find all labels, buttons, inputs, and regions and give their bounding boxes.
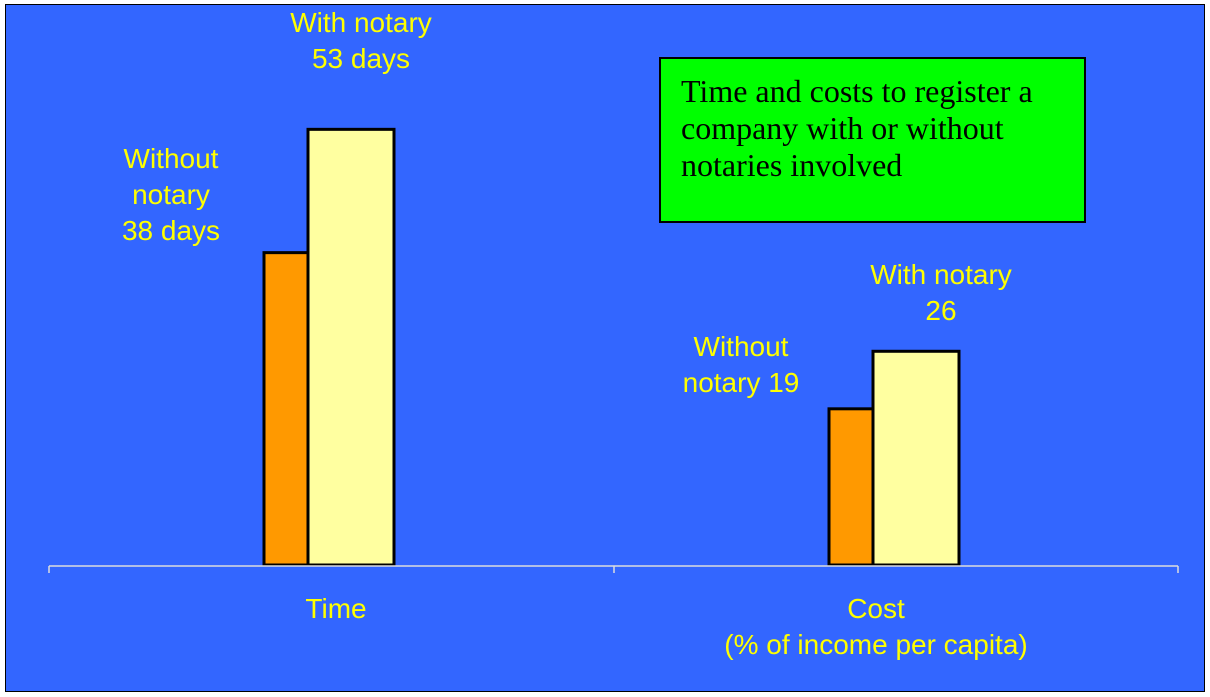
- data-label-time-without-notary: Without notary 38 days: [121, 143, 221, 246]
- bar-time-without-notary: [262, 251, 310, 567]
- chart-title: Time and costs to register a company wit…: [659, 57, 1086, 223]
- data-label-cost-with-notary: With notary 26: [870, 259, 1012, 326]
- chart-area: Without notary 38 days With notary 53 da…: [5, 4, 1205, 692]
- category-label-cost: Cost (% of income per capita): [724, 593, 1028, 660]
- data-label-cost-without-notary: Without notary 19: [682, 331, 800, 398]
- bar-cost-without-notary: [827, 407, 875, 567]
- bar-chart: [48, 127, 1179, 573]
- bar-cost-with-notary: [871, 349, 961, 567]
- category-label-time: Time: [305, 593, 367, 624]
- data-label-time-with-notary: With notary 53 days: [290, 7, 432, 74]
- bar-time-with-notary: [306, 127, 396, 567]
